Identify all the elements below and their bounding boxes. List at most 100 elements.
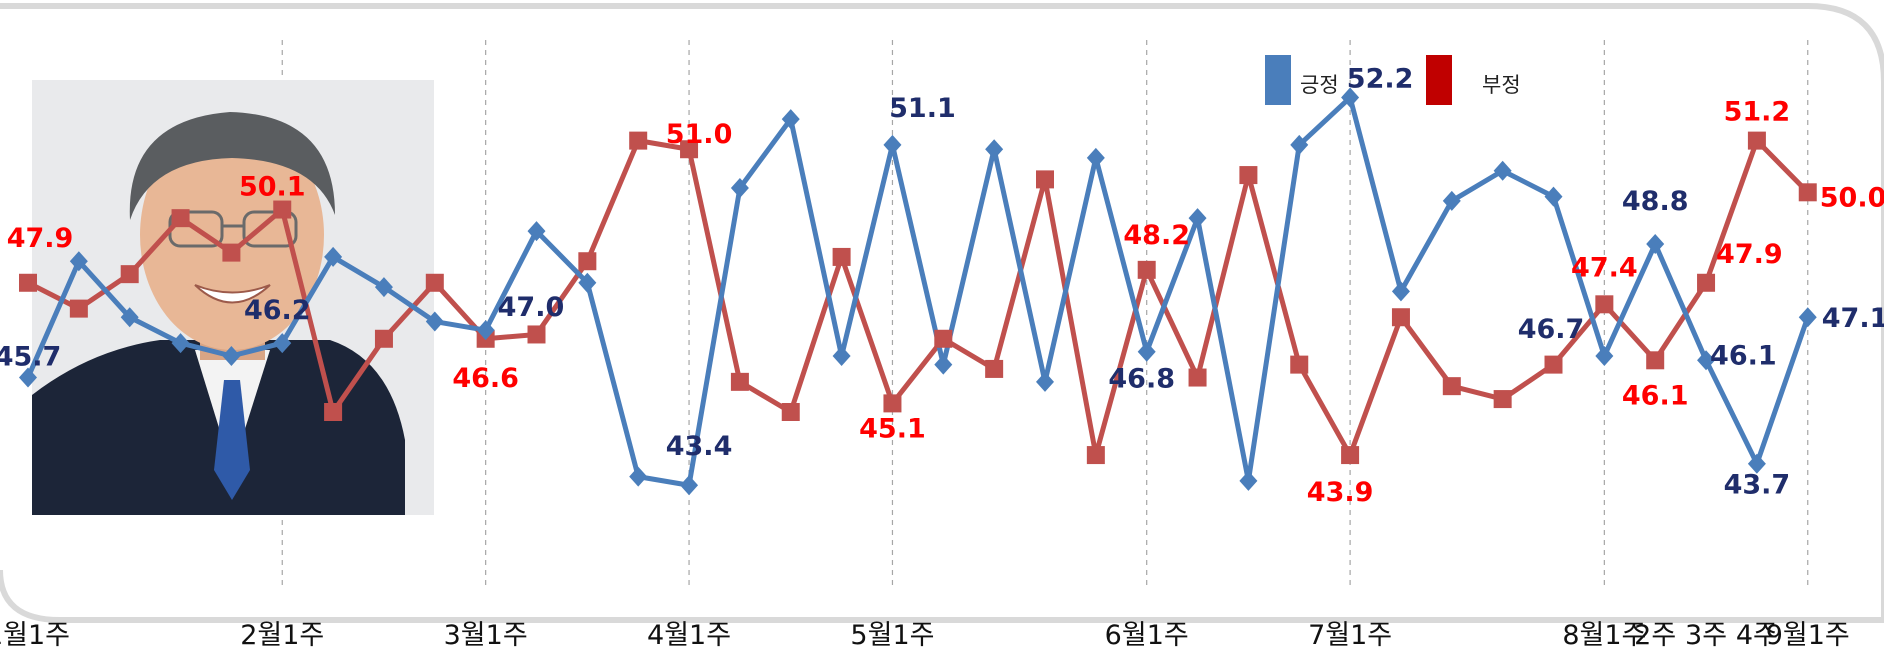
legend-swatch-positive — [1265, 55, 1291, 105]
smile-shape — [194, 284, 271, 304]
positive-data-label: 47.1 — [1822, 303, 1884, 334]
negative-point-marker — [374, 329, 393, 348]
positive-data-label: 46.7 — [1518, 314, 1585, 345]
suit-shape — [32, 340, 405, 515]
legend-label-negative: 부정 — [1482, 73, 1521, 97]
data-labels: 45.7 46.2 47.0 43.4 51.1 46.8 52.2 46.7 48.8 46.1… — [0, 64, 1884, 509]
x-tick-label: 7월1주 — [1308, 620, 1392, 651]
positive-point-marker — [1341, 87, 1360, 108]
positive-point-marker — [1086, 147, 1105, 168]
positive-data-label: 48.8 — [1622, 186, 1689, 217]
negative-point-marker — [730, 372, 749, 391]
negative-point-marker — [273, 200, 292, 219]
negative-point-marker — [19, 273, 37, 292]
positive-point-marker — [1595, 346, 1614, 366]
negative-point-marker — [985, 359, 1004, 378]
positive-point-marker — [730, 178, 749, 198]
negative-data-label: 43.9 — [1307, 477, 1374, 508]
legend-label-positive: 긍정 — [1300, 73, 1339, 97]
positive-point-marker — [273, 333, 292, 354]
negative-data-label: 45.1 — [859, 413, 926, 444]
x-tick-label: 5월1주 — [850, 620, 934, 651]
x-tick-label: 2월1주 — [240, 620, 324, 651]
positive-point-marker — [629, 466, 648, 487]
x-tick-label: 4월1주 — [647, 620, 731, 651]
positive-point-marker — [883, 134, 902, 155]
series-line-positive — [25, 95, 1811, 488]
positive-point-marker — [120, 307, 139, 328]
negative-point-marker — [1493, 390, 1512, 409]
positive-point-marker — [476, 320, 495, 341]
negative-point-marker — [324, 403, 343, 421]
negative-point-marker — [578, 252, 597, 271]
negative-point-marker — [1137, 260, 1156, 279]
negative-point-marker — [883, 394, 902, 413]
positive-point-marker — [425, 311, 444, 332]
negative-point-marker — [934, 329, 953, 348]
positive-point-marker — [934, 354, 953, 375]
negative-data-label: 47.9 — [1716, 239, 1783, 270]
negative-point-marker — [1646, 351, 1665, 370]
x-tick-label: 4주 — [1736, 620, 1778, 651]
negative-point-marker — [1086, 446, 1105, 465]
positive-point-marker — [1747, 453, 1766, 474]
positive-point-marker — [171, 333, 190, 354]
tie-shape — [214, 380, 250, 500]
negative-data-label: 47.4 — [1571, 252, 1638, 283]
positive-point-marker — [985, 139, 1004, 160]
positive-data-label: 46.8 — [1108, 364, 1175, 395]
hair-shape — [129, 112, 335, 220]
negative-point-marker — [425, 273, 444, 292]
positive-point-marker — [1798, 307, 1817, 328]
negative-point-marker — [1798, 183, 1817, 202]
positive-point-marker — [578, 272, 597, 293]
positive-data-label: 51.1 — [889, 93, 956, 124]
positive-data-label: 52.2 — [1347, 64, 1414, 95]
positive-data-label: 46.2 — [244, 295, 311, 326]
positive-data-label: 47.0 — [498, 292, 565, 323]
legend-swatch-negative — [1426, 55, 1452, 105]
negative-point-marker — [527, 325, 546, 344]
negative-point-marker — [222, 243, 241, 262]
negative-data-label: 51.0 — [666, 119, 733, 150]
negative-data-label: 47.9 — [7, 223, 74, 254]
negative-point-marker — [1188, 368, 1207, 387]
negative-data-label: 51.2 — [1724, 97, 1791, 128]
negative-data-label: 46.6 — [452, 363, 519, 394]
positive-point-marker — [1290, 134, 1309, 155]
positive-data-label: 45.7 — [0, 342, 61, 373]
positive-point-marker — [1391, 281, 1410, 302]
positive-point-marker — [781, 109, 800, 130]
negative-point-marker — [1341, 446, 1360, 465]
negative-data-label: 48.2 — [1123, 220, 1190, 251]
x-tick-label: 8월1주 — [1562, 620, 1646, 651]
positive-point-marker — [1646, 234, 1665, 254]
positive-point-marker — [1137, 341, 1156, 362]
negative-point-marker — [171, 209, 190, 228]
positive-point-marker — [1697, 350, 1716, 371]
positive-data-label: 46.1 — [1710, 340, 1777, 371]
negative-point-marker — [1442, 377, 1461, 396]
person-photo — [32, 80, 434, 515]
positive-point-marker — [374, 277, 393, 298]
negative-point-marker — [781, 403, 800, 421]
positive-point-marker — [222, 346, 241, 366]
positive-point-marker — [832, 346, 851, 366]
positive-point-marker — [1442, 190, 1461, 211]
negative-point-marker — [1544, 355, 1563, 374]
positive-data-label: 43.7 — [1724, 470, 1791, 501]
positive-point-marker — [1036, 371, 1054, 392]
negative-data-label: 50.0 — [1820, 182, 1884, 213]
negative-point-marker — [120, 265, 139, 284]
positive-point-marker — [527, 221, 546, 242]
x-tick-label: 6월1주 — [1105, 620, 1189, 651]
negative-point-marker — [1036, 170, 1054, 189]
negative-point-marker — [629, 131, 648, 150]
negative-point-marker — [832, 247, 851, 266]
negative-point-marker — [1391, 308, 1410, 327]
negative-point-marker — [69, 299, 88, 318]
positive-point-marker — [69, 251, 88, 272]
x-tick-label: 1월1주 — [0, 620, 70, 651]
